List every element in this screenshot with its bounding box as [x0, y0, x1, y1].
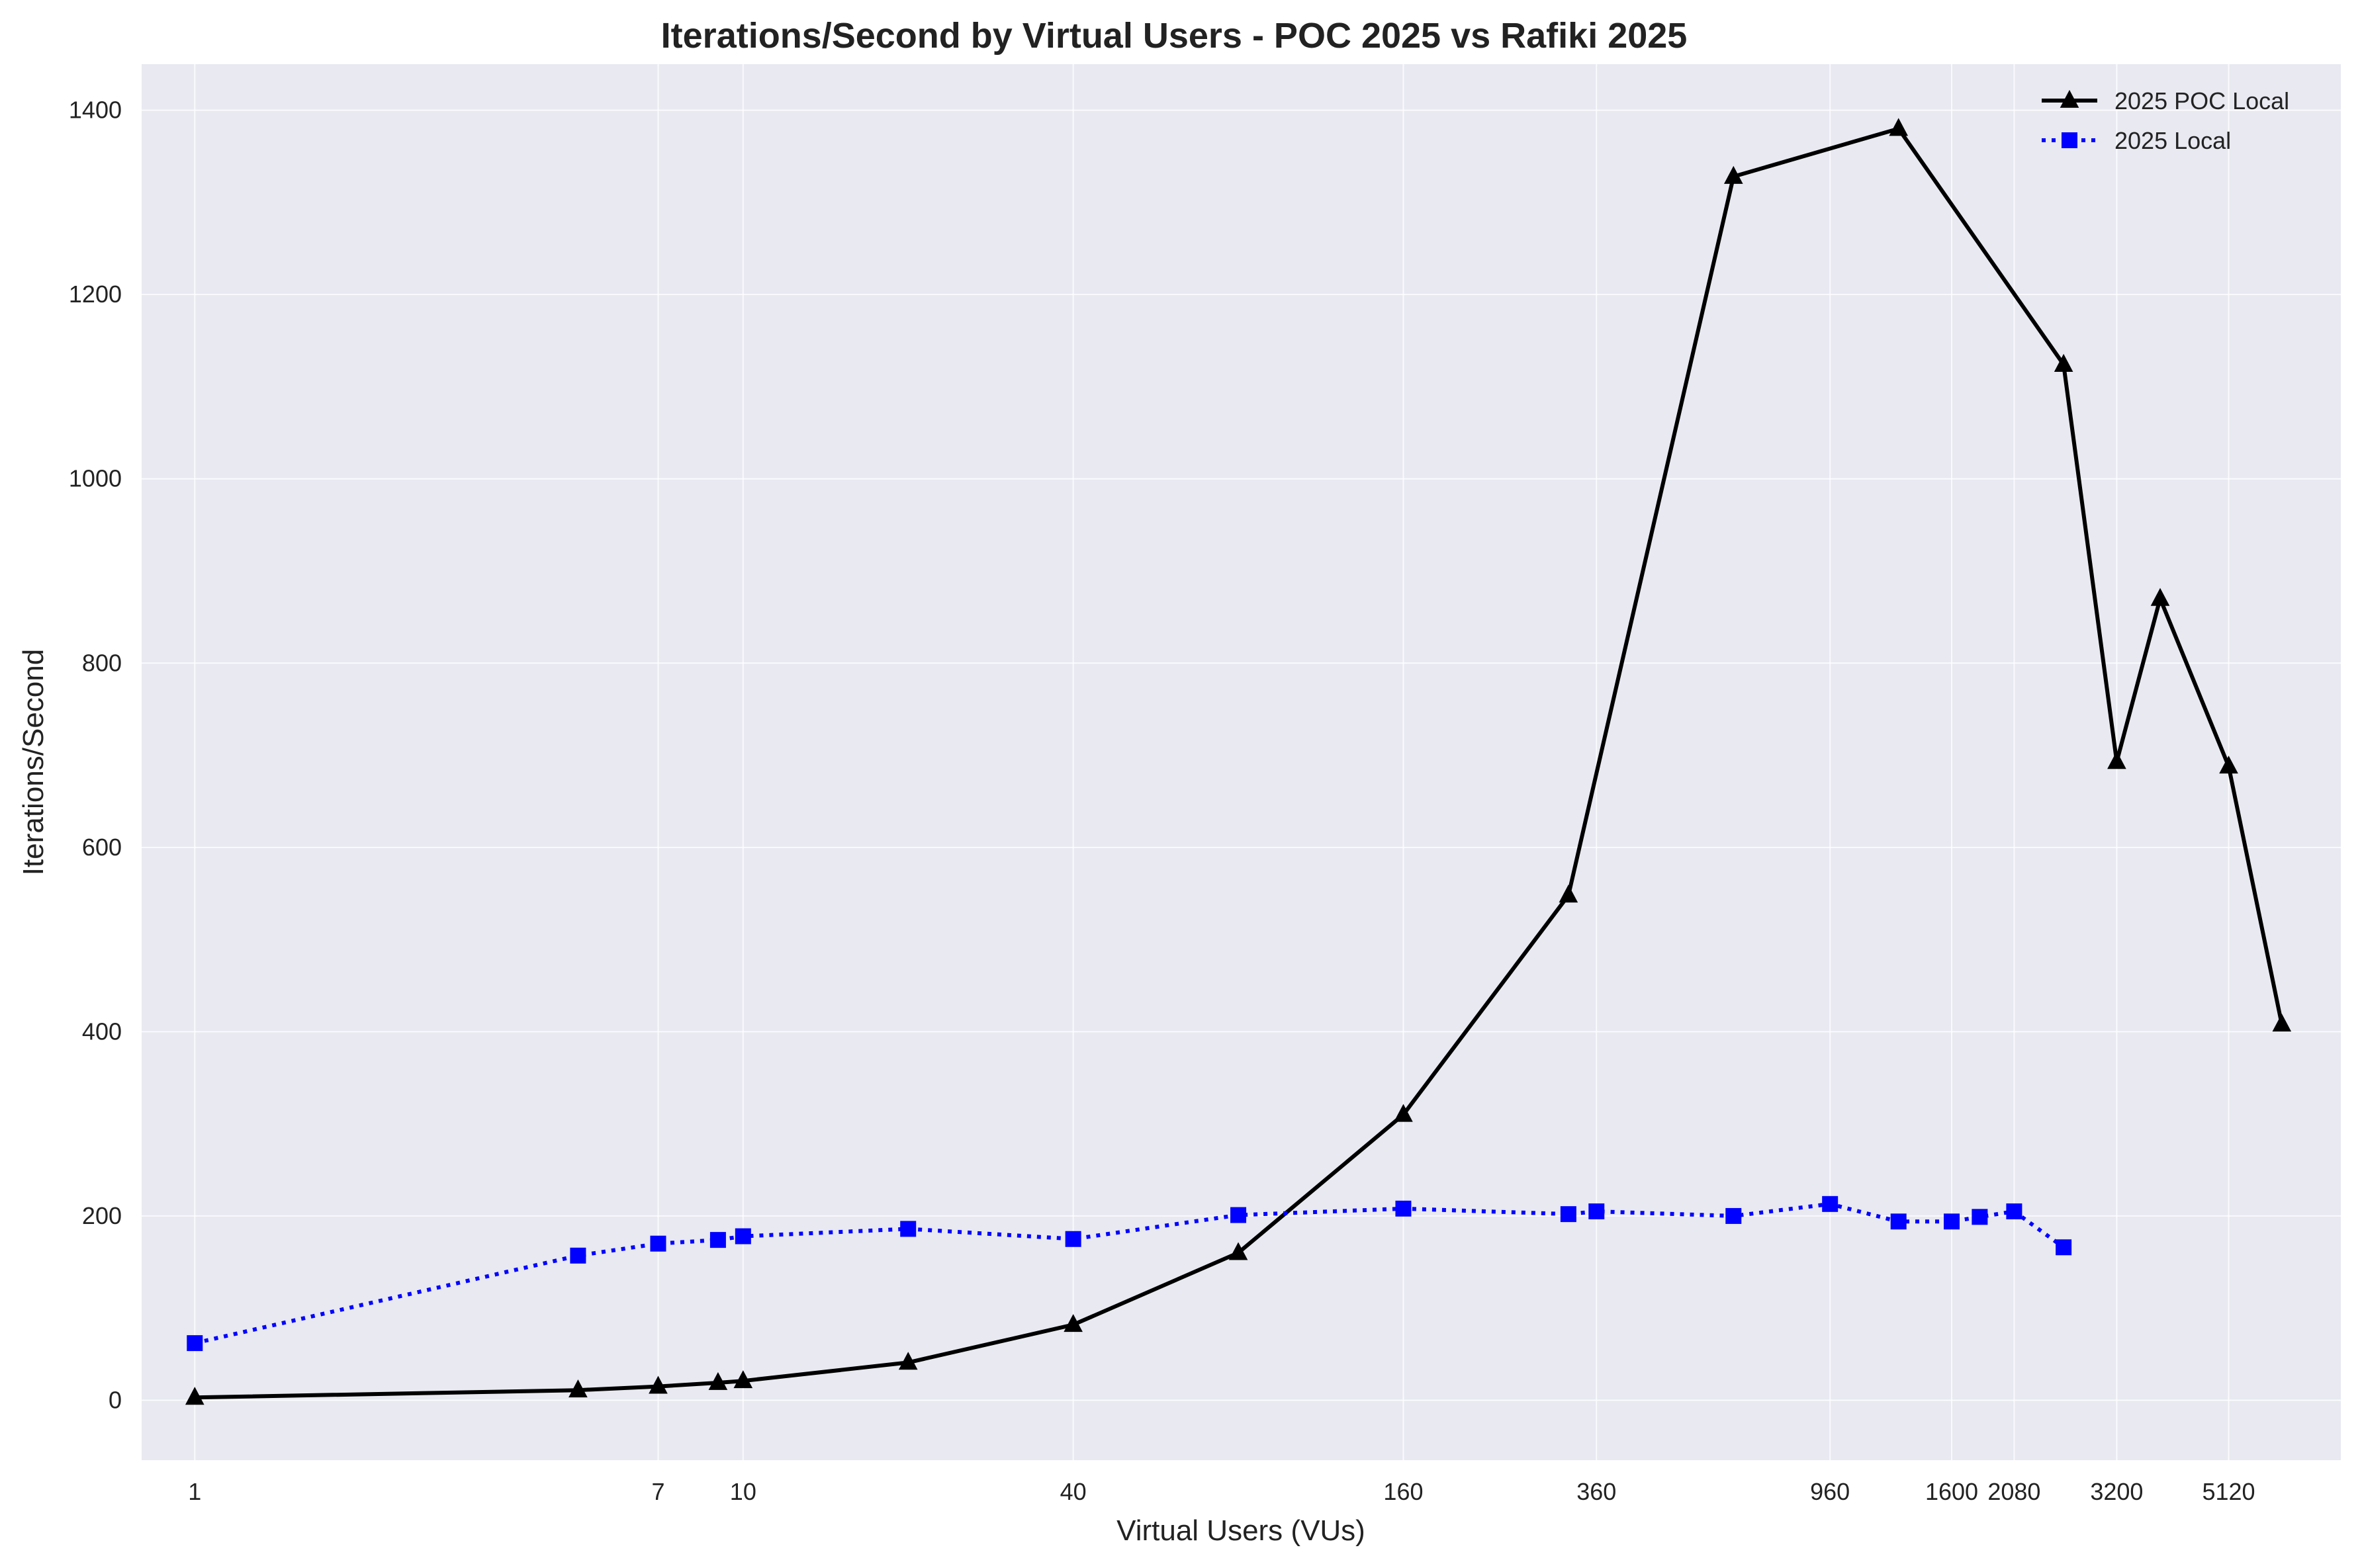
triangle-marker — [2054, 353, 2073, 372]
triangle-marker — [185, 1387, 204, 1405]
legend-marker — [2060, 89, 2079, 108]
square-marker — [1972, 1209, 1988, 1225]
legend: 2025 POC Local 2025 Local — [2042, 87, 2289, 154]
triangle-marker — [1889, 118, 1909, 136]
triangle-marker — [1394, 1104, 1413, 1122]
y-tick-label: 1000 — [69, 465, 122, 492]
square-marker — [1588, 1203, 1605, 1219]
y-tick-label: 1400 — [69, 97, 122, 124]
square-marker — [1065, 1231, 1081, 1247]
square-marker — [1560, 1206, 1576, 1223]
x-tick-label: 3200 — [2090, 1478, 2143, 1505]
series-lines — [185, 118, 2292, 1405]
plot-area — [142, 64, 2341, 1460]
x-tick-label: 960 — [1810, 1478, 1850, 1505]
x-axis-label: Virtual Users (VUs) — [1116, 1514, 1365, 1547]
y-tick-label: 400 — [82, 1018, 122, 1045]
square-marker — [650, 1235, 666, 1252]
square-marker — [709, 1232, 726, 1248]
triangle-marker — [1228, 1242, 1248, 1260]
triangle-marker — [1723, 165, 1743, 184]
y-tick-label: 200 — [82, 1202, 122, 1229]
triangle-marker — [733, 1370, 753, 1389]
chart-title: Iterations/Second by Virtual Users - POC… — [661, 16, 1688, 56]
square-marker — [1725, 1207, 1742, 1224]
square-marker — [1822, 1196, 1839, 1212]
series-1 — [185, 118, 2292, 1405]
legend-marker — [2062, 132, 2077, 148]
square-marker — [735, 1228, 751, 1244]
triangle-marker — [2107, 751, 2126, 769]
grid-lines — [142, 64, 2341, 1460]
triangle-marker — [1064, 1314, 1083, 1332]
square-marker — [1943, 1213, 1960, 1230]
square-marker — [570, 1247, 586, 1264]
y-tick-label: 600 — [82, 834, 122, 861]
square-marker — [2056, 1239, 2072, 1256]
y-tick-label: 1200 — [69, 281, 122, 308]
x-tick-label: 40 — [1060, 1478, 1087, 1505]
triangle-marker — [568, 1379, 588, 1398]
x-tick-label: 160 — [1383, 1478, 1423, 1505]
triangle-marker — [1559, 885, 1578, 903]
legend-item: 2025 POC Local — [2042, 87, 2289, 114]
square-marker — [1395, 1200, 1412, 1217]
series-2 — [187, 1196, 2072, 1352]
square-marker — [2006, 1203, 2022, 1219]
x-tick-label: 2080 — [1987, 1478, 2040, 1505]
x-tick-label: 360 — [1576, 1478, 1616, 1505]
y-tick-labels: 0 200 400 600 800 1000 1200 1400 — [69, 97, 122, 1414]
triangle-marker — [708, 1372, 728, 1390]
square-marker — [1230, 1207, 1247, 1223]
y-tick-label: 800 — [82, 649, 122, 676]
y-tick-label: 0 — [109, 1386, 122, 1413]
x-tick-label: 10 — [730, 1478, 756, 1505]
triangle-marker — [2150, 588, 2170, 606]
y-axis-label: Iterations/Second — [17, 649, 50, 875]
triangle-marker — [2219, 756, 2238, 774]
triangle-marker — [898, 1352, 918, 1370]
square-marker — [900, 1221, 917, 1237]
x-tick-label: 7 — [651, 1478, 664, 1505]
legend-label: 2025 POC Local — [2114, 87, 2289, 114]
x-tick-label: 5120 — [2202, 1478, 2255, 1505]
square-marker — [1890, 1213, 1907, 1230]
square-marker — [187, 1335, 203, 1352]
triangle-marker — [2272, 1014, 2292, 1032]
legend-item: 2025 Local — [2042, 127, 2231, 154]
triangle-marker — [649, 1375, 668, 1394]
x-tick-label: 1 — [188, 1478, 201, 1505]
x-tick-labels: 1 7 10 40 160 360 960 1600 2080 3200 5120 — [188, 1478, 2255, 1505]
legend-label: 2025 Local — [2114, 127, 2231, 154]
x-tick-label: 1600 — [1925, 1478, 1978, 1505]
